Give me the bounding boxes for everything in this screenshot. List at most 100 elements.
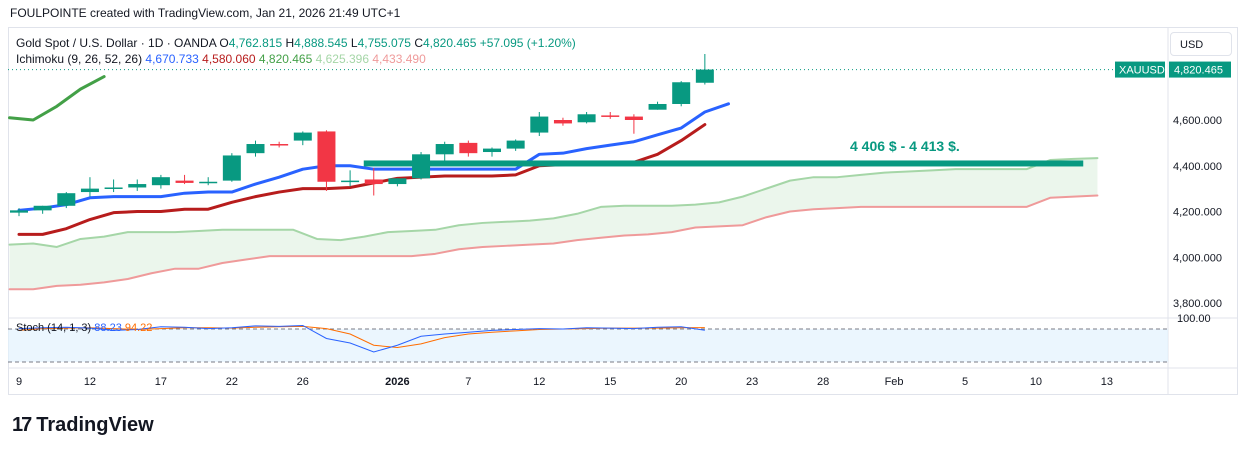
symbol-tag-text: XAUUSD [1119, 65, 1165, 77]
currency-button[interactable]: USD [1170, 32, 1232, 56]
candle [199, 177, 218, 186]
ichimoku-tenkan-value: 4,670.733 [145, 52, 199, 66]
x-tick-label: 23 [746, 376, 758, 388]
support-zone-label: 4 406 $ - 4 413 $. [850, 138, 960, 154]
tradingview-logo: 17 TradingView [12, 414, 154, 437]
stoch-k-value: 88.23 [94, 322, 122, 334]
candle [412, 152, 431, 180]
x-tick-label: 17 [155, 376, 167, 388]
candle [246, 140, 265, 157]
last-price-tag [1169, 61, 1231, 78]
open-label: O [219, 36, 229, 50]
ichimoku-label: Ichimoku (9, 26, 52, 26) [16, 52, 143, 66]
candle-body [695, 69, 714, 83]
candle [175, 174, 194, 185]
candle-body [33, 205, 52, 211]
candle [57, 192, 76, 209]
candle-body [624, 116, 643, 120]
candle [553, 117, 572, 126]
last-price-tag-text: 4,820.465 [1174, 65, 1223, 77]
candle-body [364, 179, 383, 185]
high-label: H [285, 36, 295, 50]
candle [293, 131, 312, 146]
candle-body [672, 82, 691, 104]
x-tick-label: 7 [465, 376, 471, 388]
candle [483, 147, 501, 157]
symbol-tag [1115, 61, 1165, 78]
candle-body [553, 120, 572, 124]
ichimoku-cloud [9, 158, 1098, 290]
x-tick-label: 9 [16, 376, 22, 388]
high-value: 4,888.545 [294, 36, 348, 50]
ichimoku-lagging-value: 4,820.465 [258, 52, 313, 66]
ichimoku-spana-value: 4,625.396 [315, 52, 370, 66]
candle [459, 140, 478, 157]
stoch-level-label: 100.00 [1177, 313, 1211, 325]
ichimoku-spanb-value: 4,433.490 [372, 52, 426, 66]
x-tick-label: 2026 [385, 376, 409, 388]
x-tick-label: 12 [533, 376, 545, 388]
low-value: 4,755.075 [357, 36, 411, 50]
ichimoku-span-a [8, 157, 1099, 248]
candle [388, 178, 407, 187]
candle-body [246, 144, 265, 154]
candle [530, 111, 549, 137]
candle [10, 208, 28, 217]
stoch-legend: Stoch (14, 1, 3) 88.23 94.22 [16, 322, 152, 334]
price-legend: Gold Spot / U.S. Dollar · 1D · OANDA O4,… [16, 36, 576, 50]
stoch-label: Stoch (14, 1, 3) [16, 322, 92, 334]
y-tick-label: 4,400.000 [1173, 161, 1222, 173]
x-tick-label: 13 [1101, 376, 1113, 388]
y-tick-label: 4,600.000 [1173, 115, 1222, 127]
candle [341, 170, 360, 187]
candle-body [80, 188, 99, 193]
ichimoku-kijun-value: 4,580.060 [202, 52, 256, 66]
chart-frame [8, 27, 1238, 395]
candle [80, 177, 99, 197]
ichimoku-legend: Ichimoku (9, 26, 52, 26) 4,670.733 4,580… [16, 52, 426, 66]
candle-body [199, 181, 218, 184]
candle-body [57, 193, 76, 206]
candle-body [270, 144, 289, 146]
candle [435, 141, 454, 162]
candle-body [175, 180, 194, 183]
candle-body [530, 116, 549, 133]
candle [317, 130, 336, 191]
stoch-k-line [18, 324, 705, 353]
candle-body [151, 177, 170, 186]
tradingview-wordmark: TradingView [36, 414, 154, 436]
candle-body [648, 103, 667, 110]
x-tick-label: Feb [885, 376, 904, 388]
candle-body [483, 148, 501, 153]
candle [672, 81, 691, 107]
x-tick-label: 10 [1030, 376, 1042, 388]
support-zone-line [363, 160, 1084, 167]
close-label: C [414, 36, 423, 50]
change-value: +57.095 (+1.20%) [479, 36, 576, 50]
candle-body [293, 132, 312, 141]
chart-credit: FOULPOINTE created with TradingView.com,… [10, 6, 401, 20]
y-tick-label: 3,800.000 [1173, 298, 1222, 310]
candle [624, 114, 643, 134]
x-tick-label: 12 [84, 376, 96, 388]
candle [648, 101, 667, 110]
candle-body [435, 144, 454, 155]
y-tick-label: 4,200.000 [1173, 207, 1222, 219]
candle-body [10, 210, 28, 213]
candle [577, 111, 596, 124]
candle [222, 153, 241, 182]
candle-body [341, 180, 360, 183]
stoch-band [8, 329, 1168, 362]
x-tick-label: 20 [675, 376, 687, 388]
candle-body [459, 142, 478, 154]
candle [104, 179, 123, 193]
candle [364, 168, 383, 196]
candle-body [222, 155, 241, 181]
candle [128, 179, 147, 191]
candle-body [104, 187, 123, 189]
y-tick-label: 4,000.000 [1173, 252, 1222, 264]
candle-body [128, 184, 147, 188]
x-tick-label: 28 [817, 376, 829, 388]
close-value: 4,820.465 [422, 36, 477, 50]
